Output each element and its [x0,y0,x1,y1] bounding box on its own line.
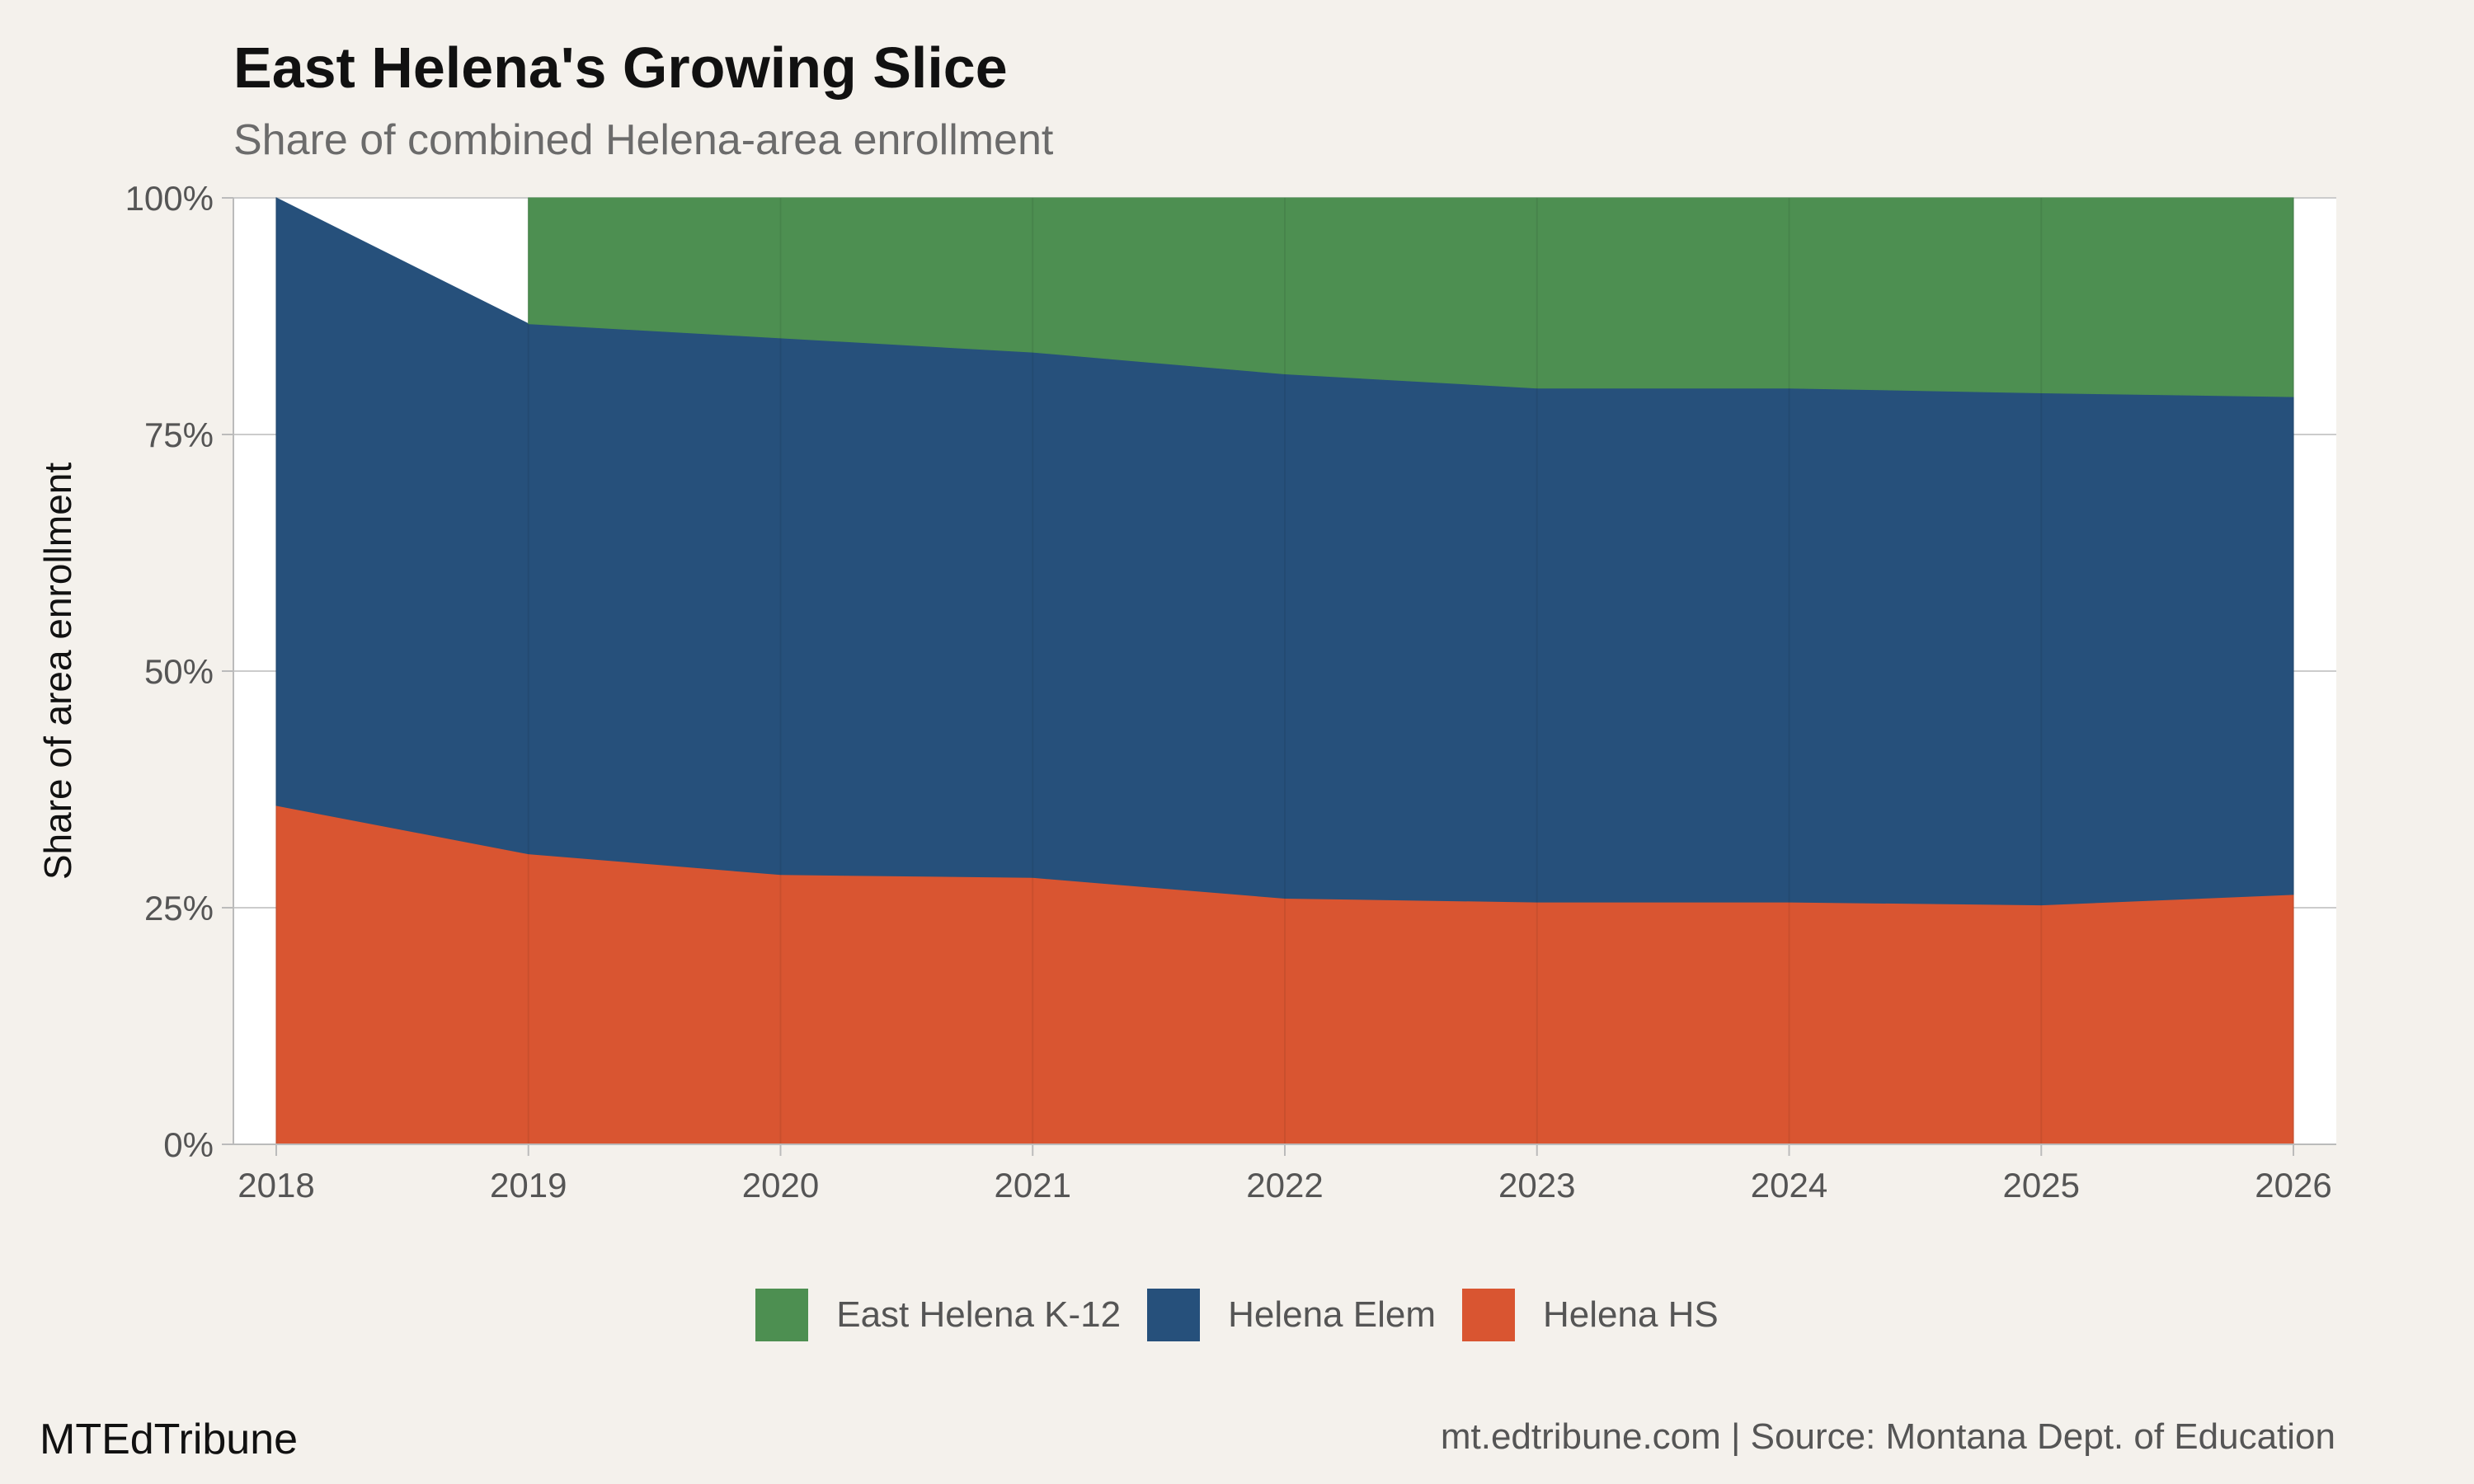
y-tick-label: 25% [144,889,214,928]
legend-item-east-helena: East Helena K-12 [755,1289,1121,1341]
x-tick-label: 2025 [2003,1166,2080,1205]
legend-item-helena-hs: Helena HS [1462,1289,1719,1341]
x-tick-label: 2026 [2255,1166,2331,1205]
legend-swatch-helena-hs [1462,1289,1515,1341]
legend-item-helena-elem: Helena Elem [1147,1289,1436,1341]
y-tick-label: 0% [163,1125,214,1164]
legend-label-helena-hs: Helena HS [1543,1294,1719,1335]
brand-label: MTEdTribune [40,1416,299,1463]
x-tick-label: 2019 [490,1166,567,1205]
legend-label-helena-elem: Helena Elem [1228,1294,1436,1335]
y-axis-label: Share of area enrollment [36,463,79,881]
x-tick-label: 2022 [1246,1166,1323,1205]
stacked-area-chart: 0% 25% 50% 75% 100% 2018 2019 2020 2021 2022 2023 2… [36,179,2336,1205]
chart-subtitle: Share of combined Helena-area enrollment [233,116,1054,164]
y-tick-label: 75% [144,416,214,454]
x-tick-label: 2023 [1498,1166,1575,1205]
area-east-helena [528,197,2294,397]
legend-swatch-helena-elem [1147,1289,1201,1341]
x-tick-label: 2018 [238,1166,314,1205]
x-tick-label: 2021 [995,1166,1071,1205]
x-tick-label: 2024 [1751,1166,1827,1205]
legend-swatch-east-helena [755,1289,809,1341]
y-tick-label: 100% [125,179,214,218]
y-tick-label: 50% [144,652,214,691]
source-caption: mt.edtribune.com | Source: Montana Dept.… [1440,1416,2335,1457]
chart-title: East Helena's Growing Slice [233,35,1008,100]
chart-legend: East Helena K-12 Helena Elem Helena HS [0,1289,2474,1341]
x-tick-label: 2020 [742,1166,819,1205]
legend-label-east-helena: East Helena K-12 [836,1294,1122,1335]
